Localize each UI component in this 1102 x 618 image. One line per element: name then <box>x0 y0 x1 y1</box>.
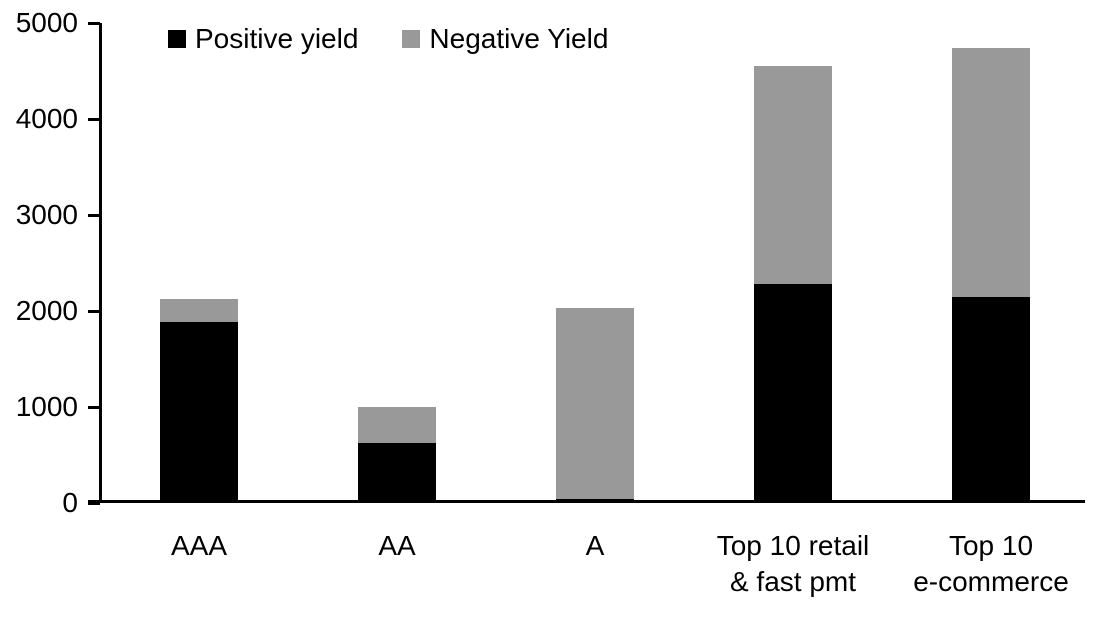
y-tick-1000 <box>88 406 100 409</box>
legend-item-positive-yield: Positive yield <box>168 22 358 56</box>
x-label-aaa: AAA <box>170 530 228 561</box>
y-tick-4000 <box>88 118 100 121</box>
y-tick-label-0: 0 <box>62 487 78 518</box>
legend-swatch-negative-yield <box>402 30 421 48</box>
x-label-top-10-retail-fast-pmt: Top 10 retail & fast pmt <box>716 530 870 597</box>
bar-seg-top-10-retail-fast-pmt-positive-yield <box>754 284 832 503</box>
bar-seg-aaa-negative-yield <box>160 299 238 322</box>
x-axis-line <box>88 500 1085 503</box>
y-tick-0 <box>88 502 100 505</box>
bar-seg-top-10-e-commerce-positive-yield <box>952 296 1030 503</box>
bar-seg-a-negative-yield <box>556 308 634 500</box>
bar-seg-top-10-e-commerce-negative-yield <box>952 47 1030 297</box>
y-tick-label-3000: 3000 <box>15 199 78 230</box>
y-tick-label-1000: 1000 <box>15 391 78 422</box>
bar-seg-aaa-positive-yield <box>160 321 238 503</box>
x-label-top-10-e-commerce: Top 10 e-commerce <box>913 530 1069 597</box>
x-label-aa: AA <box>378 530 416 561</box>
legend-item-negative-yield: Negative Yield <box>402 22 608 56</box>
y-tick-label-5000: 5000 <box>15 7 78 38</box>
y-tick-label-4000: 4000 <box>15 103 78 134</box>
chart-legend: Positive yield Negative Yield <box>168 22 608 56</box>
y-tick-3000 <box>88 214 100 217</box>
bar-seg-aa-positive-yield <box>358 443 436 503</box>
y-tick-label-2000: 2000 <box>15 295 78 326</box>
y-tick-2000 <box>88 310 100 313</box>
y-tick-5000 <box>88 22 100 25</box>
y-axis-line <box>99 23 102 503</box>
legend-swatch-positive-yield <box>168 30 186 48</box>
legend-label-positive-yield: Positive yield <box>195 23 359 54</box>
bar-seg-top-10-retail-fast-pmt-negative-yield <box>754 66 832 285</box>
bar-seg-aa-negative-yield <box>358 407 436 444</box>
x-label-a: A <box>585 530 605 561</box>
legend-label-negative-yield: Negative Yield <box>429 23 609 54</box>
